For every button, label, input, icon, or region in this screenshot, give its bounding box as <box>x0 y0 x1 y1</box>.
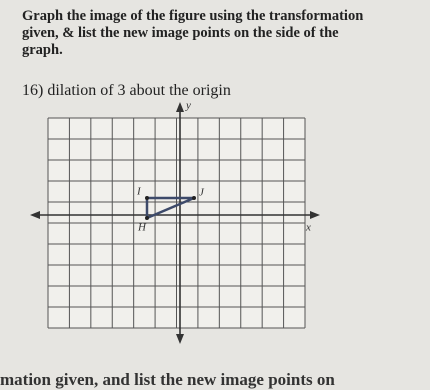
instructions: Graph the image of the figure using the … <box>22 8 364 58</box>
arrow <box>176 102 184 112</box>
point-label: I <box>136 186 142 198</box>
point <box>145 216 149 220</box>
point <box>145 196 149 200</box>
point <box>192 196 196 200</box>
figure <box>145 196 195 220</box>
grid <box>47 117 306 329</box>
point-label: H <box>137 222 147 234</box>
footer-text: mation given, and list the new image poi… <box>0 370 335 389</box>
x-axis-label: x <box>305 222 311 234</box>
problem-text: dilation of 3 about the origin <box>47 82 231 99</box>
problem: 16) dilation of 3 about the origin <box>22 82 231 100</box>
problem-number: 16) <box>22 82 44 99</box>
y-axis-label: y <box>185 100 191 112</box>
point-label: J <box>199 187 205 199</box>
arrow <box>176 334 184 344</box>
arrow <box>30 211 40 219</box>
arrow <box>310 211 320 219</box>
